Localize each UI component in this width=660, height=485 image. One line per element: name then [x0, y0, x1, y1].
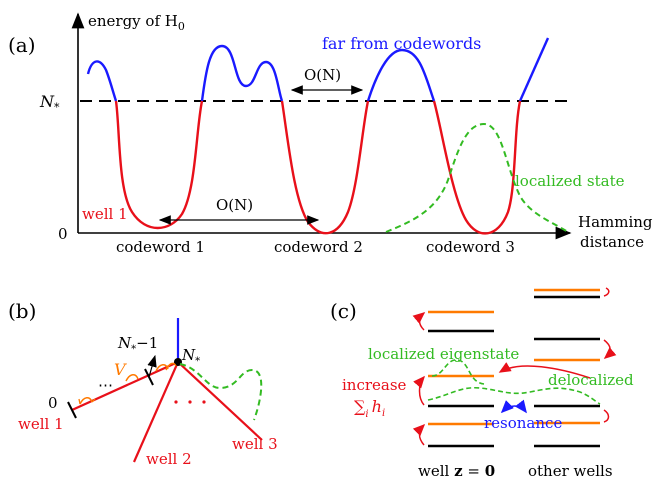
shift-arrow-right-3 [603, 409, 610, 423]
localized-eigenstate-wave [431, 359, 485, 385]
well-1-label-b: well 1 [18, 415, 64, 433]
hop-arrow-4 [165, 362, 177, 371]
red-dot-2 [188, 400, 192, 404]
delocalized-arrow [498, 362, 591, 379]
shift-arrow-left-3 [412, 423, 426, 446]
x-axis-label: Hamming [578, 213, 653, 231]
well-2-branch [132, 361, 180, 463]
nstar-minus-label: N*−1 [117, 334, 158, 355]
well-1-branch [71, 360, 179, 412]
well-3-curve [432, 100, 522, 235]
panel-c-label: (c) [330, 299, 357, 323]
shift-arrow-right-2 [603, 339, 617, 359]
tick-zero [67, 401, 77, 419]
hop-arrow-1 [79, 397, 93, 405]
localized-state-label: localized state [515, 172, 625, 190]
far-from-codewords-label: far from codewords [322, 34, 481, 53]
well-1-label: well 1 [82, 205, 128, 223]
localized-state-curve [385, 122, 569, 233]
red-dot-1 [174, 400, 178, 404]
panel-b-label: (b) [8, 299, 36, 323]
codeword-1-label: codeword 1 [116, 238, 205, 256]
sum-h-label: ∑i hi [354, 397, 385, 420]
well-z-label: well z = 0 [418, 462, 495, 480]
x-axis-label-line2: distance [580, 233, 644, 251]
threshold-label: N* [39, 92, 60, 114]
shift-arrow-right-1 [603, 287, 610, 297]
nstar-minus-arrow [147, 354, 157, 378]
dots-ellipsis: ⋯ [98, 376, 113, 394]
shift-arrow-left-2 [413, 375, 425, 406]
shift-arrow-left-1 [412, 312, 426, 331]
resonance-arrow [500, 399, 527, 414]
well-2-label-b: well 2 [146, 450, 192, 468]
localized-state-wave-b [179, 363, 263, 421]
delocalized-wave [427, 386, 601, 405]
energy-curve-blue-1 [86, 60, 118, 102]
panel-a-label: (a) [8, 33, 36, 57]
well-1-curve [114, 100, 204, 230]
y-axis-label: energy of H0 [88, 12, 185, 33]
well-2-curve [280, 100, 370, 235]
panel-c: (c) localized eigenstate [330, 287, 634, 480]
zero-label: 0 [58, 225, 68, 243]
other-wells-label: other wells [528, 462, 613, 480]
panel-b: (b) ⋯ V N*−1 N* 0 well 1 well 2 well 3 [8, 299, 278, 468]
on-label-bottom: O(N) [216, 196, 253, 214]
energy-curve-blue-2 [200, 44, 284, 102]
energy-curve-blue-4 [518, 37, 550, 102]
codeword-3-label: codeword 3 [426, 238, 515, 256]
resonance-label: resonance [484, 414, 562, 432]
codeword-2-label: codeword 2 [274, 238, 363, 256]
v-label: V [114, 360, 127, 379]
well-3-label-b: well 3 [232, 435, 278, 453]
panel-a: (a) energy of H0 N* 0 Hamming distance f… [8, 12, 653, 256]
hop-arrow-2 [125, 374, 139, 382]
energy-curve-blue-3 [366, 48, 436, 102]
localized-eigenstate-label: localized eigenstate [368, 345, 519, 363]
on-label-top: O(N) [304, 66, 341, 84]
nstar-label: N* [181, 346, 200, 367]
red-dot-3 [202, 400, 206, 404]
zero-label-b: 0 [48, 394, 58, 412]
increase-label: increase [342, 376, 407, 394]
well-3-branch [177, 361, 263, 441]
delocalized-label: delocalized [548, 371, 634, 389]
